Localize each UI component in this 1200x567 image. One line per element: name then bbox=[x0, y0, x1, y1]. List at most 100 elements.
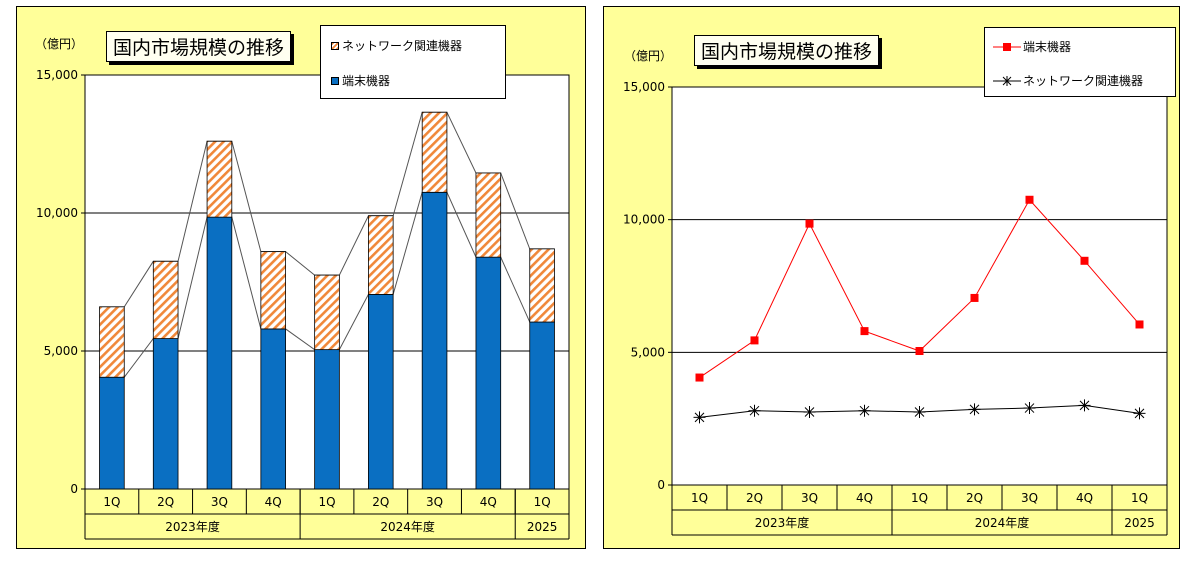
line-chart-panel: （億円） 0 5,000 10,000 15,000 1Q 2Q 3Q 4Q 1Q 2Q 3Q 4Q 1… bbox=[603, 6, 1180, 549]
point-network-asterisk bbox=[1133, 407, 1146, 420]
x-tick-label: 4Q bbox=[856, 491, 873, 505]
legend-label-terminal: 端末機器 bbox=[1023, 40, 1072, 54]
stacked-bar-chart: 0 5,000 10,000 15,000 1Q 2Q 3Q 4Q 1Q 2Q 3Q 4Q 1Q 2023… bbox=[36, 68, 570, 540]
bar-network bbox=[529, 248, 555, 323]
legend-label-network: ネットワーク関連機器 bbox=[1023, 74, 1144, 88]
point-network-asterisk bbox=[858, 404, 871, 417]
asterisk-stroke bbox=[694, 412, 705, 423]
asterisk-stroke bbox=[1079, 400, 1090, 411]
legend-item-terminal: 端末機器 bbox=[331, 72, 390, 89]
point-network-asterisk bbox=[1023, 402, 1036, 415]
bar-network bbox=[475, 172, 502, 258]
legend-item-network: ネットワーク関連機器 bbox=[993, 72, 1143, 89]
x-tick-label: 4Q bbox=[265, 495, 282, 509]
asterisk-stroke bbox=[1134, 408, 1145, 419]
legend-label-network: ネットワーク関連機器 bbox=[342, 39, 463, 53]
point-network-asterisk bbox=[693, 411, 706, 424]
legend-item-terminal: 端末機器 bbox=[993, 38, 1071, 55]
bar-terminal bbox=[152, 338, 179, 490]
asterisk-stroke bbox=[804, 407, 815, 417]
point-network-asterisk bbox=[968, 403, 981, 416]
plot-border bbox=[671, 86, 1168, 486]
year-group-label: 2025 bbox=[1124, 516, 1155, 530]
unit-label: （億円） bbox=[35, 37, 84, 51]
x-tick-label: 2Q bbox=[157, 495, 174, 509]
y-tick-label: 0 bbox=[70, 482, 78, 496]
asterisk-stroke bbox=[969, 404, 980, 415]
bar-terminal bbox=[260, 328, 286, 490]
y-tick-label: 15,000 bbox=[623, 80, 665, 94]
x-tick-label: 1Q bbox=[1131, 491, 1148, 505]
year-group-label: 2023年度 bbox=[755, 515, 810, 530]
point-terminal-square bbox=[1080, 256, 1089, 265]
x-tick-label: 2Q bbox=[372, 495, 389, 509]
bar-terminal bbox=[475, 256, 502, 490]
year-group-label: 2023年度 bbox=[165, 519, 220, 534]
point-terminal-square bbox=[805, 219, 814, 228]
x-tick-label: 1Q bbox=[318, 495, 335, 509]
x-tick-label: 2Q bbox=[746, 491, 763, 505]
chart-title: 国内市場規模の推移 bbox=[106, 31, 292, 62]
year-group-label: 2024年度 bbox=[380, 519, 435, 534]
x-tick-label: 2Q bbox=[966, 491, 983, 505]
legend: 端末機器 ネットワーク関連機器 bbox=[984, 27, 1176, 97]
x-tick-label: 3Q bbox=[211, 495, 228, 509]
unit-label: （億円） bbox=[624, 49, 673, 63]
stacked-bar-chart-panel: （億円） 0 5,000 10,000 15,000 1Q 2Q 3Q 4Q 1Q 2Q 3Q 4Q 1… bbox=[16, 6, 586, 549]
bar-terminal bbox=[314, 349, 340, 490]
legend: ネットワーク関連機器 端末機器 bbox=[320, 25, 506, 99]
legend-item-network: ネットワーク関連機器 bbox=[331, 37, 462, 54]
bar-network bbox=[99, 306, 125, 378]
bar-network bbox=[421, 111, 448, 193]
x-tick-label: 1Q bbox=[911, 491, 928, 505]
x-tick-label: 3Q bbox=[801, 491, 818, 505]
chart-title: 国内市場規模の推移 bbox=[694, 35, 880, 66]
bar-network bbox=[152, 260, 179, 339]
year-group-label: 2025 bbox=[527, 520, 558, 534]
x-tick-label: 1Q bbox=[103, 495, 120, 509]
line-chart: 0 5,000 10,000 15,000 1Q 2Q 3Q 4Q 1Q 2Q 3Q 4Q 1Q 2023… bbox=[623, 80, 1168, 536]
plot-area bbox=[672, 87, 1167, 485]
bar-network bbox=[206, 140, 233, 218]
point-network-asterisk bbox=[1078, 399, 1091, 412]
y-tick-label: 10,000 bbox=[623, 213, 665, 227]
point-terminal-square bbox=[1135, 320, 1144, 329]
asterisk-stroke bbox=[859, 405, 870, 416]
point-network-asterisk bbox=[913, 406, 926, 419]
point-terminal-square bbox=[750, 336, 759, 345]
point-terminal-square bbox=[1025, 195, 1034, 204]
x-tick-label: 3Q bbox=[426, 495, 443, 509]
legend-marker-asterisk-icon bbox=[993, 75, 1021, 87]
bar-terminal bbox=[368, 294, 394, 490]
legend-label-terminal: 端末機器 bbox=[342, 74, 391, 88]
point-terminal-square bbox=[695, 373, 704, 382]
bar-network bbox=[314, 274, 340, 351]
bar-network bbox=[260, 251, 286, 330]
point-terminal-square bbox=[860, 327, 869, 336]
bar-terminal bbox=[206, 216, 233, 490]
x-tick-label: 4Q bbox=[1076, 491, 1093, 505]
x-tick-label: 1Q bbox=[534, 495, 551, 509]
legend-swatch-network bbox=[331, 41, 339, 50]
bar-terminal bbox=[421, 191, 448, 490]
year-group-label: 2024年度 bbox=[975, 515, 1030, 530]
point-terminal-square bbox=[970, 293, 979, 302]
bar-terminal bbox=[99, 376, 125, 490]
bar-terminal bbox=[529, 321, 555, 490]
x-tick-label: 1Q bbox=[691, 491, 708, 505]
legend-marker-square-icon bbox=[993, 41, 1021, 53]
asterisk-stroke bbox=[749, 405, 760, 416]
x-tick-label: 3Q bbox=[1021, 491, 1038, 505]
asterisk-stroke bbox=[914, 407, 925, 417]
point-terminal-square bbox=[915, 347, 924, 356]
y-tick-label: 15,000 bbox=[36, 68, 78, 82]
y-tick-label: 5,000 bbox=[44, 344, 78, 358]
asterisk-stroke bbox=[1024, 403, 1035, 413]
y-tick-label: 0 bbox=[657, 478, 665, 492]
y-tick-label: 5,000 bbox=[631, 345, 665, 359]
bar-network bbox=[368, 215, 394, 295]
point-network-asterisk bbox=[748, 404, 761, 417]
legend-swatch-terminal bbox=[331, 76, 339, 85]
point-network-asterisk bbox=[803, 406, 816, 419]
y-tick-label: 10,000 bbox=[36, 206, 78, 220]
